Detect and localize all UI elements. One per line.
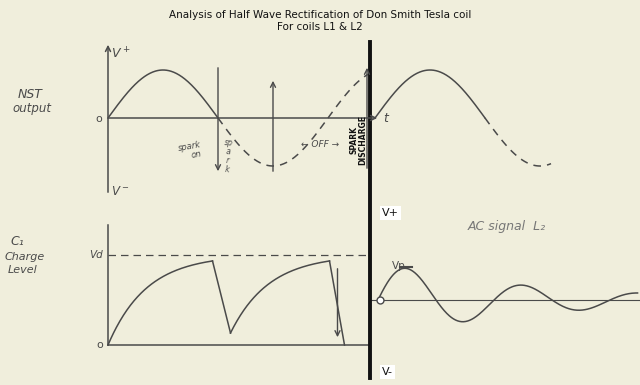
Text: Analysis of Half Wave Rectification of Don Smith Tesla coil: Analysis of Half Wave Rectification of D… <box>169 10 471 20</box>
Text: C₁: C₁ <box>10 235 24 248</box>
Text: Charge: Charge <box>5 252 45 262</box>
Text: AC signal  L₂: AC signal L₂ <box>468 220 546 233</box>
Text: Vd: Vd <box>89 250 103 260</box>
Text: V-: V- <box>382 367 393 377</box>
Text: o: o <box>96 340 103 350</box>
Text: $V^+$: $V^+$ <box>111 46 131 61</box>
Text: Level: Level <box>8 265 38 275</box>
Text: ← OFF →: ← OFF → <box>301 140 339 149</box>
Text: $V^-$: $V^-$ <box>111 185 129 198</box>
Text: output: output <box>12 102 51 115</box>
Text: V+: V+ <box>382 208 399 218</box>
Text: o: o <box>95 114 102 124</box>
Text: sp
a
r
k: sp a r k <box>222 138 234 175</box>
Text: t: t <box>383 112 388 126</box>
Text: Vp: Vp <box>392 261 406 271</box>
Text: on: on <box>190 149 202 160</box>
Text: NST: NST <box>18 88 43 101</box>
Text: For coils L1 & L2: For coils L1 & L2 <box>277 22 363 32</box>
Text: spark: spark <box>178 140 202 153</box>
Text: SPARK
DISCHARGE: SPARK DISCHARGE <box>349 115 367 165</box>
